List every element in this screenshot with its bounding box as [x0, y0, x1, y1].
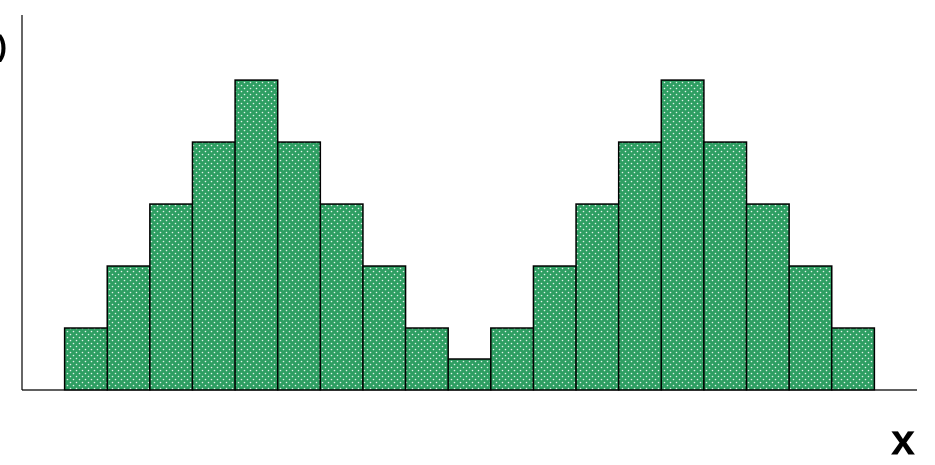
bar [362, 265, 407, 391]
bar [319, 203, 364, 391]
bar [831, 327, 876, 391]
bar [575, 203, 620, 391]
bar [149, 203, 194, 391]
bar [660, 79, 705, 391]
bar [106, 265, 151, 391]
bar [490, 327, 535, 391]
bar [447, 358, 492, 391]
bar [191, 141, 236, 391]
bar [617, 141, 663, 391]
bar [63, 327, 108, 391]
bar [532, 265, 577, 391]
y-axis-label: ) [0, 30, 7, 63]
x-axis-label: x [891, 416, 916, 465]
bar [234, 79, 279, 391]
bar [745, 203, 790, 391]
bar [276, 141, 322, 391]
bar [788, 265, 833, 391]
bar [703, 141, 748, 391]
bar [404, 327, 449, 391]
